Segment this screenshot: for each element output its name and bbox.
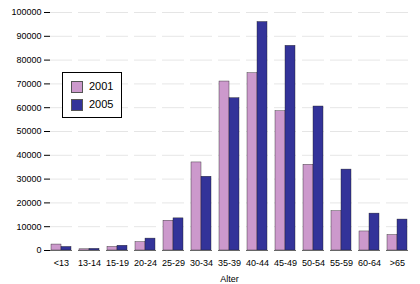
svg-text:15-19: 15-19: [106, 258, 129, 268]
svg-text:10000: 10000: [16, 222, 41, 232]
svg-text:45-49: 45-49: [274, 258, 297, 268]
svg-text:50-54: 50-54: [302, 258, 325, 268]
svg-text:13-14: 13-14: [78, 258, 101, 268]
svg-text:60000: 60000: [16, 103, 41, 113]
svg-text:100000: 100000: [11, 7, 41, 17]
svg-text:50000: 50000: [16, 126, 41, 136]
svg-text:70000: 70000: [16, 79, 41, 89]
svg-text:60-64: 60-64: [358, 258, 381, 268]
svg-text:>65: >65: [390, 258, 405, 268]
svg-text:55-59: 55-59: [330, 258, 353, 268]
svg-text:30000: 30000: [16, 174, 41, 184]
html-text:2005: 2005: [89, 98, 114, 110]
svg-text:40-44: 40-44: [246, 258, 269, 268]
svg-text:Alter: Alter: [220, 274, 239, 284]
html-text:2001: 2001: [89, 80, 114, 92]
svg-text:20-24: 20-24: [134, 258, 157, 268]
svg-text:30-34: 30-34: [190, 258, 213, 268]
svg-text:40000: 40000: [16, 150, 41, 160]
svg-text:0: 0: [36, 245, 41, 255]
svg-text:25-29: 25-29: [162, 258, 185, 268]
svg-text:20000: 20000: [16, 198, 41, 208]
svg-text:<13: <13: [54, 258, 69, 268]
svg-text:80000: 80000: [16, 55, 41, 65]
svg-text:35-39: 35-39: [218, 258, 241, 268]
svg-text:90000: 90000: [16, 31, 41, 41]
